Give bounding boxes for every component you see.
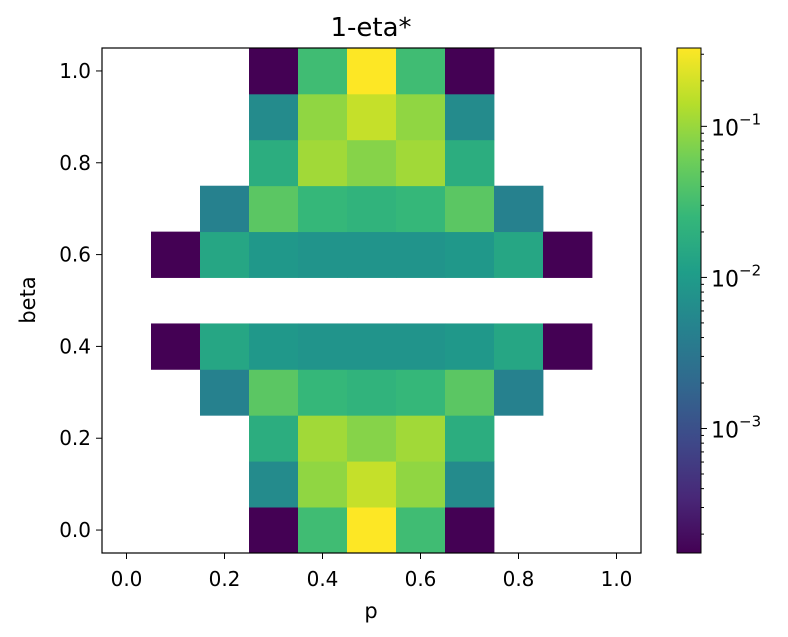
heatmap-cell (249, 415, 299, 462)
heatmap-cells (151, 48, 593, 554)
heatmap-cell (445, 415, 495, 462)
heatmap-cell (249, 323, 299, 370)
heatmap-cell (347, 185, 397, 233)
heatmap-cell (298, 507, 348, 554)
x-tick-label: 0.0 (111, 567, 143, 591)
colorbar-tick-label: 10−3 (711, 413, 761, 444)
colorbar (676, 47, 702, 554)
y-axis: 0.0 0.2 0.4 0.6 0.8 1.0 (59, 59, 102, 542)
y-tick-label: 0.8 (59, 151, 91, 175)
y-tick-label: 0.6 (59, 243, 91, 267)
heatmap-cell (249, 139, 299, 187)
heatmap-cell (396, 231, 446, 278)
heatmap-cell (494, 185, 544, 233)
heatmap-cell (249, 231, 299, 278)
heatmap-cell (298, 461, 348, 508)
heatmap-cell (543, 323, 593, 370)
heatmap-cell (347, 415, 397, 462)
y-tick-label: 0.2 (59, 426, 91, 450)
heatmap-cell (347, 48, 397, 95)
colorbar-ticks: 10−1 10−2 10−3 (701, 53, 761, 535)
heatmap-cell (396, 461, 446, 508)
heatmap-cell (298, 323, 348, 370)
heatmap-cell (249, 369, 299, 416)
x-axis: 0.0 0.2 0.4 0.6 0.8 1.0 (111, 553, 633, 591)
heatmap-cell (396, 415, 446, 462)
heatmap-cell (200, 185, 250, 233)
heatmap-cell (200, 323, 250, 370)
heatmap-cell (347, 507, 397, 554)
y-tick-label: 0.4 (59, 334, 91, 358)
heatmap-cell (347, 369, 397, 416)
heatmap-cell (445, 461, 495, 508)
heatmap-cell (445, 93, 495, 141)
heatmap-cell (347, 323, 397, 370)
heatmap-cell (396, 323, 446, 370)
heatmap-cell (494, 369, 544, 416)
y-axis-label: beta (16, 276, 40, 323)
heatmap-cell (347, 139, 397, 187)
heatmap-cell (445, 369, 495, 416)
plot-frame (101, 47, 642, 554)
heatmap-cell (445, 185, 495, 233)
x-tick-label: 1.0 (601, 567, 633, 591)
heatmap-cell (200, 369, 250, 416)
heatmap-cell (445, 139, 495, 187)
heatmap-cell (298, 185, 348, 233)
heatmap-cell (249, 48, 299, 95)
y-tick-label: 0.0 (59, 518, 91, 542)
colorbar-tick-label: 10−2 (711, 261, 761, 292)
x-tick-label: 0.4 (307, 567, 339, 591)
heatmap-cell (445, 323, 495, 370)
heatmap-cell (298, 231, 348, 278)
heatmap-cell (396, 48, 446, 95)
heatmap-cell (200, 231, 250, 278)
heatmap-cell (396, 369, 446, 416)
heatmap-cell (396, 139, 446, 187)
heatmap-cell (396, 93, 446, 141)
heatmap-cell (298, 48, 348, 95)
heatmap-cell (298, 93, 348, 141)
heatmap-cell (249, 93, 299, 141)
chart-title: 1-eta* (330, 13, 411, 43)
y-tick-label: 1.0 (59, 59, 91, 83)
heatmap-cell (298, 415, 348, 462)
colorbar-tick-label: 10−1 (711, 110, 761, 141)
heatmap-cell (347, 93, 397, 141)
x-tick-label: 0.2 (209, 567, 241, 591)
heatmap-cell (445, 231, 495, 278)
x-tick-label: 0.8 (503, 567, 535, 591)
heatmap-cell (396, 507, 446, 554)
heatmap-cell (249, 185, 299, 233)
heatmap-cell (543, 231, 593, 278)
heatmap-cell (298, 369, 348, 416)
heatmap-cell (249, 507, 299, 554)
heatmap-cell (494, 231, 544, 278)
heatmap-cell (249, 461, 299, 508)
x-tick-label: 0.6 (405, 567, 437, 591)
heatmap-cell (445, 48, 495, 95)
heatmap-cell (494, 323, 544, 370)
heatmap-cell (347, 461, 397, 508)
heatmap-cell (396, 185, 446, 233)
heatmap-cell (445, 507, 495, 554)
heatmap-cell (151, 231, 201, 278)
x-axis-label: p (364, 599, 377, 623)
heatmap-cell (151, 323, 201, 370)
heatmap-cell (347, 231, 397, 278)
heatmap-cell (298, 139, 348, 187)
